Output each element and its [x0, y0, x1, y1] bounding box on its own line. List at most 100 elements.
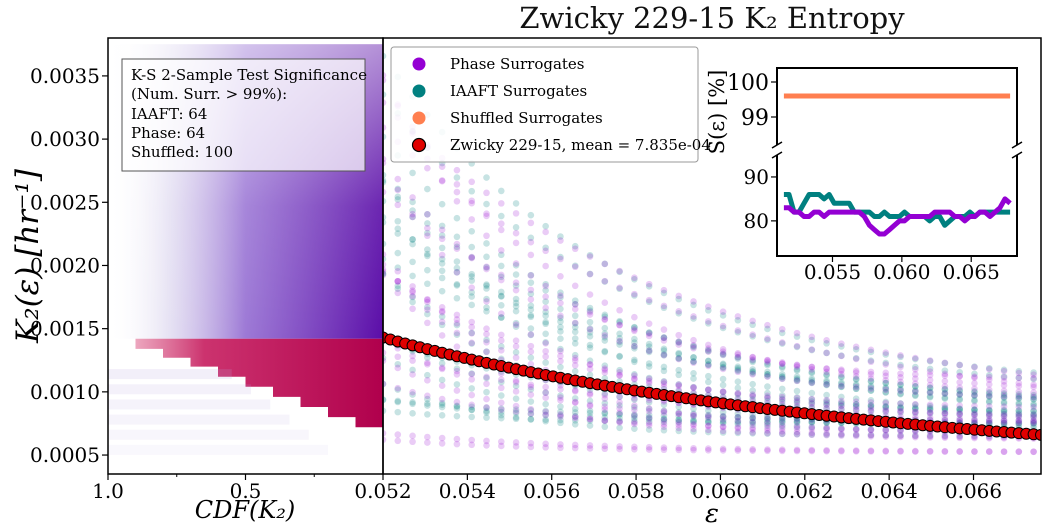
surrogate-point [512, 349, 520, 356]
left-y-ticks: 0.00050.00100.00150.00200.00250.00300.00… [30, 64, 108, 467]
surrogate-point [409, 210, 416, 218]
surrogate-point [778, 414, 786, 422]
surrogate-point [571, 412, 579, 420]
surrogate-point [719, 413, 727, 420]
surrogate-point [660, 289, 668, 297]
surrogate-point [394, 386, 402, 393]
surrogate-point [601, 330, 609, 337]
surrogate-point [838, 373, 845, 381]
surrogate-point [956, 396, 963, 404]
surrogate-point [926, 376, 934, 384]
surrogate-point [808, 400, 816, 408]
surrogate-point [616, 366, 623, 374]
surrogate-point [867, 425, 875, 433]
surrogate-point [512, 307, 520, 315]
surrogate-point [394, 264, 402, 271]
surrogate-point [764, 420, 771, 428]
surrogate-point [645, 414, 653, 421]
surrogate-point [586, 270, 594, 278]
surrogate-point [808, 429, 816, 437]
surrogate-point [542, 298, 549, 305]
surrogate-point [483, 348, 490, 355]
surrogate-point [808, 399, 816, 407]
surrogate-point [719, 429, 727, 436]
surrogate-point [468, 289, 476, 296]
surrogate-point [897, 353, 904, 361]
surrogate-point [705, 413, 712, 420]
surrogate-point [867, 377, 875, 385]
surrogate-point [823, 397, 830, 405]
left-x-ticks: 1.0 0.5 [92, 474, 315, 503]
legend-label-data: Zwicky 229-15, mean = 7.835e-04 [450, 136, 711, 154]
surrogate-point [838, 425, 845, 432]
surrogate-point [705, 386, 712, 394]
cdf-lower-fill [108, 338, 383, 437]
surrogate-point [527, 405, 535, 413]
surrogate-point [764, 429, 771, 437]
surrogate-point [453, 311, 461, 319]
surrogate-point [985, 448, 993, 456]
surrogate-point [675, 416, 683, 424]
surrogate-point [497, 288, 505, 296]
surrogate-point [838, 380, 845, 388]
surrogate-point [409, 438, 416, 446]
surrogate-point [512, 260, 520, 267]
surrogate-point [675, 366, 683, 374]
surrogate-point [527, 272, 535, 279]
surrogate-point [838, 383, 845, 391]
surrogate-point [616, 372, 623, 379]
surrogate-point [926, 388, 934, 396]
surrogate-point [690, 428, 697, 435]
surrogate-point [705, 418, 712, 426]
surrogate-point [571, 328, 579, 336]
surrogate-point [468, 323, 476, 331]
surrogate-point [823, 424, 830, 432]
surrogate-point [838, 431, 845, 439]
surrogate-point [468, 401, 476, 409]
surrogate-point [616, 417, 623, 425]
surrogate-point [705, 307, 712, 314]
surrogate-point [690, 358, 697, 365]
surrogate-point [690, 416, 697, 424]
surrogate-point [586, 307, 594, 314]
surrogate-point [557, 416, 564, 424]
surrogate-point [483, 308, 490, 315]
surrogate-point [897, 404, 904, 412]
surrogate-point [749, 419, 756, 426]
surrogate-point [749, 429, 756, 436]
surrogate-point [660, 351, 668, 359]
surrogate-point [645, 380, 653, 387]
surrogate-point [571, 300, 579, 308]
surrogate-point [394, 185, 402, 193]
surrogate-point [631, 445, 638, 453]
surrogate-point [557, 392, 564, 399]
x-tick-label: 0.062 [776, 479, 833, 503]
surrogate-point [601, 417, 609, 424]
surrogate-point [882, 379, 890, 387]
surrogate-point [424, 400, 431, 407]
surrogate-point [749, 419, 756, 426]
surrogate-point [497, 271, 505, 279]
surrogate-point [882, 404, 890, 411]
surrogate-point [571, 417, 579, 424]
surrogate-point [793, 367, 801, 374]
surrogate-point [1000, 393, 1008, 401]
surrogate-point [764, 371, 771, 378]
surrogate-point [497, 200, 505, 207]
surrogate-point [601, 409, 609, 417]
surrogate-point [424, 220, 431, 227]
surrogate-point [941, 409, 949, 417]
surrogate-point [778, 422, 786, 430]
surrogate-point [631, 275, 638, 283]
surrogate-point [882, 406, 890, 413]
surrogate-point [601, 391, 609, 399]
surrogate-point [616, 414, 623, 422]
surrogate-point [705, 386, 712, 394]
surrogate-point [971, 374, 978, 382]
surrogate-point [926, 404, 934, 412]
surrogate-point [424, 252, 431, 260]
surrogate-point [453, 367, 461, 375]
surrogate-point [897, 386, 904, 394]
surrogate-point [793, 329, 801, 337]
surrogate-point [468, 370, 476, 377]
